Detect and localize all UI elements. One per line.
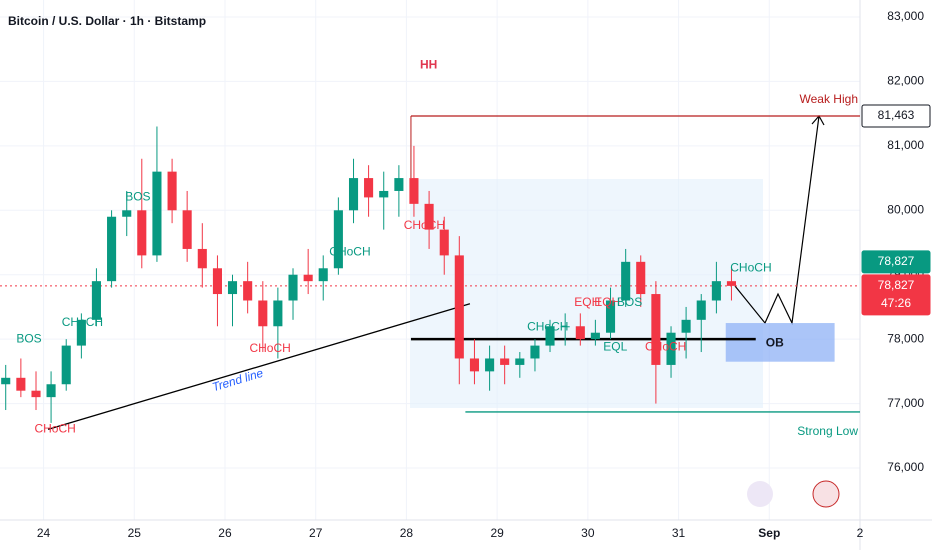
candle-body (1, 377, 11, 385)
candle-body (364, 178, 374, 198)
annotation: CHoCH (34, 422, 75, 436)
candle-body (469, 358, 479, 372)
x-tick-label: 24 (37, 526, 51, 540)
candle-body (182, 210, 192, 249)
candle-body (137, 210, 147, 256)
candle-body (243, 281, 253, 301)
projection-arrow (734, 115, 820, 326)
countdown: 47:26 (881, 296, 911, 310)
level-label: Weak High (800, 92, 858, 106)
candle-body (288, 274, 298, 301)
annotation: BOS (125, 190, 150, 204)
candle-body (303, 274, 313, 282)
candle-body (681, 319, 691, 333)
candle-body (605, 300, 616, 333)
order-block-label: OB (766, 335, 784, 349)
price-label-box (861, 250, 931, 274)
candle-body (394, 178, 404, 191)
price-label: 78,827 (878, 254, 915, 268)
x-tick-label: 2 (857, 526, 864, 540)
icon[interactable] (747, 481, 773, 507)
candle-body (560, 326, 570, 328)
candle-body (318, 268, 328, 282)
x-tick-label: 27 (309, 526, 323, 540)
candle-body (197, 248, 207, 269)
candle-body (258, 300, 268, 327)
candle-body (409, 178, 419, 204)
icon[interactable] (812, 480, 840, 508)
candle-body (333, 210, 343, 269)
annotation: CHoCH (527, 320, 568, 334)
order-block (725, 323, 835, 362)
candle-body (91, 281, 101, 320)
candle-body (696, 300, 706, 320)
candle-body (666, 332, 676, 365)
candle-body (545, 326, 555, 346)
candle-body (212, 268, 222, 295)
annotation: CHoCH (329, 244, 370, 258)
candle-body (500, 358, 510, 365)
candle-body (485, 358, 495, 372)
candle-body (46, 384, 56, 398)
price-label: 78,827 (878, 278, 915, 292)
candle-body (454, 255, 464, 359)
x-tick-label: 25 (128, 526, 142, 540)
price-label: 81,463 (878, 108, 915, 122)
y-tick-label: 78,000 (887, 331, 924, 345)
annotation: BOS (617, 295, 642, 309)
candle-body (273, 300, 283, 327)
x-tick-label: Sep (758, 526, 780, 540)
y-tick-label: 82,000 (887, 74, 924, 88)
candle-body (711, 281, 721, 301)
candle-body (379, 190, 389, 198)
candle-body (530, 345, 540, 359)
annotation: CHoCH (62, 315, 103, 329)
price-label-box (861, 274, 931, 316)
annotation: EQH (574, 295, 600, 309)
y-tick-label: 81,000 (887, 138, 924, 152)
candle-body (348, 178, 359, 211)
y-tick-label: 77,000 (887, 396, 924, 410)
candle-body (651, 294, 661, 365)
candle-body (152, 171, 162, 256)
trend-line (47, 303, 471, 430)
candle-body (636, 261, 646, 295)
candle-body (439, 229, 449, 256)
annotation: CHoCH (730, 260, 771, 274)
candle-body (31, 390, 41, 398)
x-tick-label: 26 (218, 526, 232, 540)
price-label-box (861, 104, 931, 128)
candle-body (726, 281, 736, 286)
candle-body (107, 216, 117, 282)
annotation: BOS (16, 331, 41, 345)
candle-body (76, 319, 86, 346)
candle-body (122, 210, 132, 217)
annotation: CHoCH (645, 340, 686, 354)
candle-body (167, 171, 177, 211)
annotation: EQH (594, 295, 620, 309)
candle-body (621, 261, 631, 301)
annotation: EQL (603, 340, 627, 354)
candle-body (515, 358, 525, 365)
profile-area (410, 179, 763, 408)
annotation: CHoCH (404, 218, 445, 232)
annotation: CHoCH (249, 341, 290, 355)
x-tick-label: 30 (581, 526, 595, 540)
x-tick-label: 28 (400, 526, 414, 540)
chart-title: Bitcoin / U.S. Dollar · 1h · Bitstamp (8, 14, 206, 28)
candle-body (575, 326, 585, 340)
y-tick-label: 83,000 (887, 9, 924, 23)
candle-body (16, 377, 26, 391)
y-tick-label: 76,000 (887, 460, 924, 474)
candle-body (61, 345, 71, 385)
candle-body (424, 203, 434, 230)
x-tick-label: 29 (490, 526, 504, 540)
x-tick-label: 31 (672, 526, 686, 540)
candle-body (227, 281, 238, 295)
candle-body (590, 332, 600, 340)
level-label: Strong Low (797, 424, 858, 438)
annotation: HH (420, 58, 437, 72)
y-tick-label: 80,000 (887, 202, 924, 216)
